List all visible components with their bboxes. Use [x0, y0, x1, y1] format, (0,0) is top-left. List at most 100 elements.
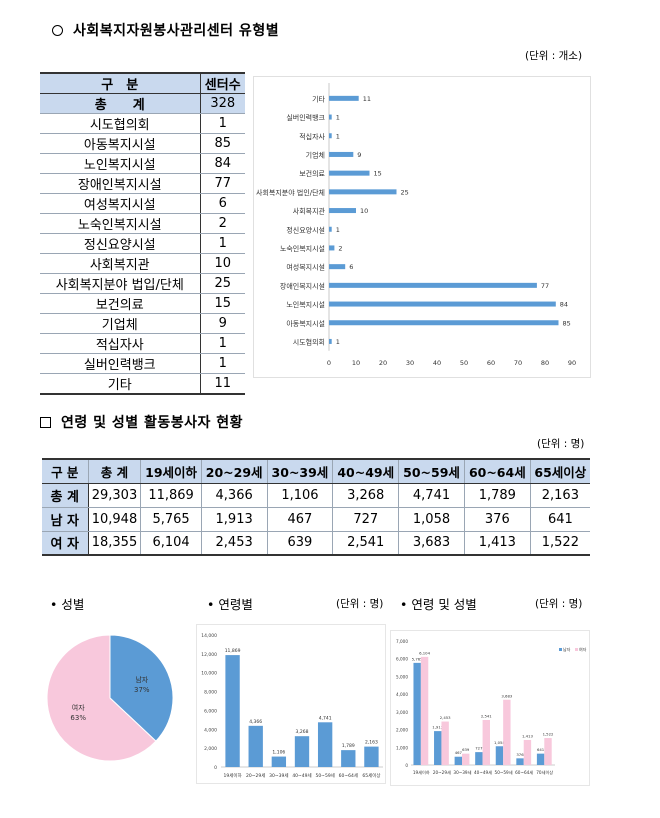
bar — [294, 736, 310, 767]
value-cell: 3,683 — [398, 530, 465, 556]
bar — [420, 656, 429, 765]
bar-category-label: 장애인복지시설 — [280, 281, 325, 290]
x-category-label: 40~49세 — [292, 772, 311, 779]
bar-value-label: 2,453 — [440, 715, 451, 720]
bar — [225, 655, 240, 767]
count-cell: 15 — [199, 293, 245, 314]
bar — [503, 699, 511, 765]
category-cell: 시도협의회 — [40, 113, 201, 134]
category-cell: 정신요양시설 — [40, 233, 201, 254]
bar-value-label: 25 — [401, 188, 409, 196]
bar — [329, 151, 354, 157]
value-cell: 10,948 — [87, 506, 142, 532]
bar — [434, 731, 442, 765]
value-cell: 639 — [266, 530, 334, 556]
bar — [329, 226, 332, 232]
table-row: 아동복지시설 85 — [40, 133, 245, 154]
bar — [329, 320, 559, 326]
header-cell: 60~64세 — [463, 458, 531, 484]
header-cell: 30~39세 — [266, 458, 334, 484]
category-cell: 실버인력뱅크 — [40, 353, 201, 374]
table-row: 여 자 18,355 6,104 2,453 639 2,541 3,683 1,413 1,5… — [42, 530, 590, 556]
y-tick-label: 0 — [405, 763, 408, 768]
bar-value-label: 6 — [349, 263, 353, 271]
value-cell: 641 — [529, 506, 590, 532]
bar-category-label: 노숙인복지시설 — [280, 244, 325, 253]
value-cell: 4,741 — [398, 482, 465, 508]
x-tick-label: 30 — [406, 359, 414, 367]
bar-category-label: 기업체 — [306, 150, 325, 159]
y-tick-label: 5,000 — [396, 674, 408, 679]
pie-label: 여자 — [72, 703, 85, 712]
table-row: 남 자 10,948 5,765 1,913 467 727 1,058 376 641 — [42, 506, 590, 532]
bar — [248, 725, 263, 767]
count-cell: 11 — [199, 373, 245, 395]
table-row: 사회복지관 10 — [40, 253, 245, 274]
bar — [329, 189, 397, 195]
bar-value-label: 639 — [462, 747, 470, 752]
bar-value-label: 2 — [338, 244, 342, 252]
bar — [329, 282, 537, 288]
value-cell: 4,366 — [200, 482, 268, 508]
y-tick-label: 0 — [214, 765, 217, 771]
bar-category-label: 적십자사 — [299, 132, 325, 141]
legend-swatch — [575, 648, 578, 651]
value-cell: 2,163 — [529, 482, 590, 508]
count-cell: 6 — [199, 193, 245, 214]
unit-label: (단위 : 명) — [535, 598, 583, 610]
gender-pie-chart: 남자 37% 여자 63% — [46, 634, 174, 762]
x-category-label: 60~64세 — [515, 769, 533, 776]
bar-value-label: 376 — [516, 752, 524, 757]
category-cell: 기업체 — [40, 313, 201, 334]
y-tick-label: 3,000 — [396, 710, 408, 715]
y-tick-label: 4,000 — [204, 727, 217, 733]
bar — [413, 662, 421, 765]
y-tick-label: 6,000 — [396, 657, 408, 662]
header-cell: 구 분 — [42, 458, 89, 484]
bar — [544, 738, 552, 765]
table-row: 노숙인복지시설 2 — [40, 213, 245, 234]
bar-value-label: 77 — [541, 282, 549, 290]
count-cell: 85 — [199, 133, 245, 154]
bar-value-label: 1 — [336, 114, 340, 122]
centers-table: 구 분 센터수 총 계 328 시도협의회 1 아동복지시설 85 노인복지시설 84 장애인복… — [40, 72, 245, 395]
bar — [495, 746, 504, 765]
age-chart-frame: 0 2,000 4,000 6,000 8,000 10,000 12,000 14,000 1… — [196, 624, 386, 784]
bar-value-label: 2,163 — [365, 740, 378, 746]
category-cell: 보건의료 — [40, 293, 201, 314]
header-cell: 40~49세 — [332, 458, 400, 484]
x-tick-label: 40 — [433, 359, 441, 367]
y-tick-label: 6,000 — [204, 708, 217, 714]
category-cell: 사회복지관 — [40, 253, 201, 274]
header-cell: 총 계 — [87, 458, 142, 484]
section-title-text: 사회복지자원봉사관리센터 유형별 — [73, 23, 280, 39]
bar-category-label: 여성복지시설 — [286, 263, 325, 272]
bar-category-label: 사회복지관 — [293, 207, 326, 216]
section-title-volunteers: 연령 및 성별 활동봉사자 현황 — [40, 412, 243, 432]
bar-category-label: 정신요양시설 — [286, 225, 325, 234]
bar-value-label: 1,522 — [543, 732, 554, 737]
category-cell: 아동복지시설 — [40, 133, 201, 154]
bar — [341, 750, 356, 767]
value-cell: 29,303 — [87, 482, 142, 508]
value-cell: 18,355 — [87, 530, 142, 556]
x-category-label: 20~29세 — [433, 769, 451, 776]
bar-value-label: 10 — [360, 207, 368, 215]
x-tick-label: 60 — [487, 359, 495, 367]
unit-label: (단위 : 명) — [336, 598, 384, 610]
bar-value-label: 3,268 — [296, 729, 309, 735]
value-cell: 1,522 — [529, 530, 590, 556]
bar — [482, 719, 490, 765]
age-bar-chart: 0 2,000 4,000 6,000 8,000 10,000 12,000 14,000 1… — [201, 633, 383, 779]
bar-value-label: 1,106 — [272, 750, 285, 756]
header-cell: 센터수 — [199, 72, 245, 94]
age-subtitle: • 연령별 — [207, 597, 253, 612]
header-cell: 구 분 — [40, 72, 201, 94]
row-header-cell: 남 자 — [42, 506, 89, 532]
bar — [329, 338, 332, 344]
pie-percent: 37% — [134, 686, 150, 694]
count-cell: 1 — [199, 353, 245, 374]
age-gender-bar-chart: 0 1,000 2,000 3,000 4,000 5,000 6,000 7,000 5,76… — [396, 639, 587, 776]
